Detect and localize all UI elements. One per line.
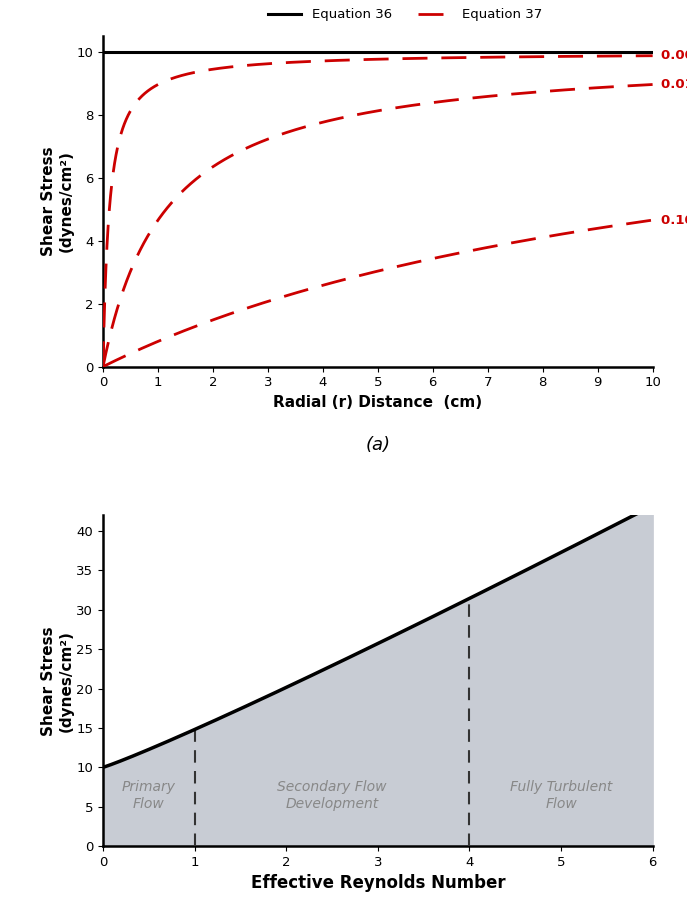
X-axis label: Effective Reynolds Number: Effective Reynolds Number [251,874,505,892]
Y-axis label: Shear Stress
(dynes/cm²): Shear Stress (dynes/cm²) [41,626,74,735]
Text: Fully Turbulent
Flow: Fully Turbulent Flow [510,780,612,811]
Y-axis label: Shear Stress
(dynes/cm²): Shear Stress (dynes/cm²) [41,147,74,256]
Legend: Equation 36, Equation 37: Equation 36, Equation 37 [263,3,548,26]
X-axis label: Radial (r) Distance  (cm): Radial (r) Distance (cm) [273,395,482,410]
Text: (a): (a) [365,436,390,454]
Text: Primary
Flow: Primary Flow [122,780,176,811]
Text: 0.010 cm: 0.010 cm [661,78,687,91]
Text: 0.100 cm: 0.100 cm [661,213,687,227]
Text: Secondary Flow
Development: Secondary Flow Development [278,780,387,811]
Text: 0.001 cm: 0.001 cm [661,50,687,62]
